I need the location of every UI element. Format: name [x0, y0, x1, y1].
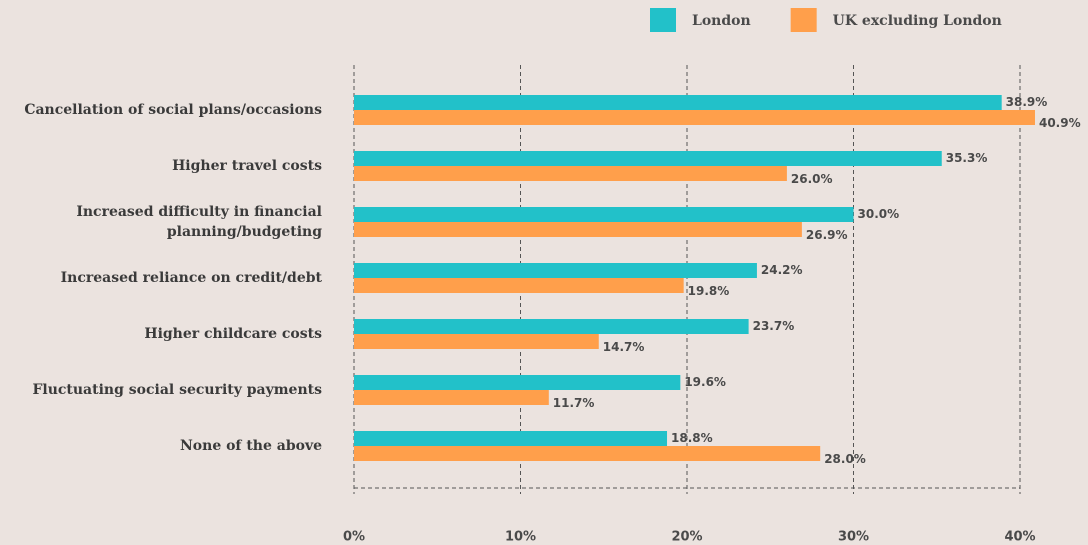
value-label: 14.7%: [603, 340, 645, 354]
legend-swatch: [650, 8, 676, 32]
x-tick-label: 0%: [343, 530, 365, 545]
bar: [354, 222, 802, 237]
value-label: 24.2%: [761, 263, 803, 277]
value-label: 19.6%: [684, 375, 726, 389]
bar: [354, 446, 821, 461]
bar: [354, 390, 549, 405]
bar: [354, 263, 757, 278]
value-label: 38.9%: [1006, 95, 1048, 109]
value-label: 23.7%: [753, 319, 795, 333]
bar: [354, 375, 681, 390]
category-label: Increased reliance on credit/debt: [60, 270, 322, 286]
category-label: Higher childcare costs: [144, 326, 322, 342]
legend-label: UK excluding London: [833, 13, 1002, 29]
value-label: 18.8%: [671, 431, 713, 445]
bar: [354, 334, 599, 349]
bar: [354, 319, 749, 334]
bar: [354, 207, 854, 222]
category-label: Fluctuating social security payments: [32, 382, 322, 398]
x-tick-label: 30%: [838, 530, 869, 545]
value-label: 35.3%: [946, 151, 988, 165]
category-label: None of the above: [180, 438, 322, 454]
category-label: Cancellation of social plans/occasions: [24, 102, 322, 118]
bar: [354, 166, 787, 181]
value-label: 11.7%: [553, 396, 595, 410]
bar: [354, 431, 668, 446]
bar: [354, 110, 1035, 125]
value-label: 19.8%: [688, 284, 730, 298]
x-tick-label: 40%: [1004, 530, 1035, 545]
bar: [354, 151, 942, 166]
value-label: 26.9%: [806, 228, 848, 242]
value-label: 26.0%: [791, 172, 833, 186]
x-tick-label: 20%: [671, 530, 702, 545]
bar: [354, 278, 684, 293]
category-label: Higher travel costs: [172, 158, 322, 174]
legend-swatch: [790, 8, 817, 32]
value-label: 30.0%: [858, 207, 900, 221]
value-label: 28.0%: [824, 452, 866, 466]
bar: [354, 95, 1002, 110]
value-label: 40.9%: [1039, 116, 1081, 130]
x-tick-label: 10%: [505, 530, 536, 545]
category-label: Increased difficulty in financial planni…: [76, 204, 322, 240]
legend-label: London: [692, 13, 751, 29]
